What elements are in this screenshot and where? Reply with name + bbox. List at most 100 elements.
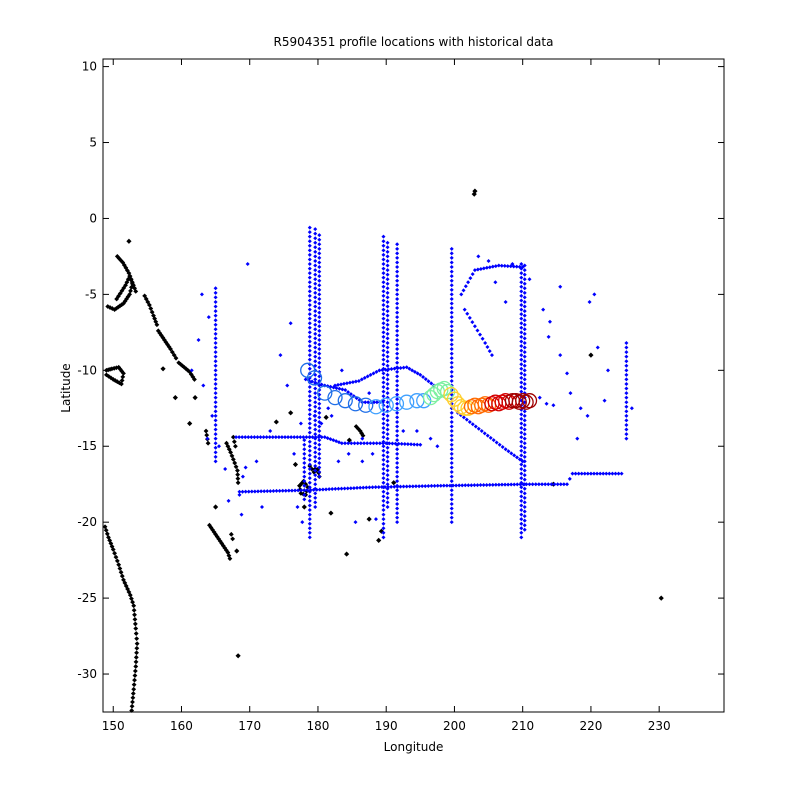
historical-profile-point bbox=[213, 432, 218, 437]
historical-profile-point bbox=[303, 377, 308, 382]
y-tick-label: 0 bbox=[89, 211, 97, 225]
historical-profile-point bbox=[624, 340, 629, 345]
historical-profile-point bbox=[381, 316, 386, 321]
historical-profile-point bbox=[385, 258, 390, 263]
historical-profile-point bbox=[317, 351, 322, 356]
historical-profile-point bbox=[428, 436, 433, 441]
x-tick-label: 190 bbox=[375, 719, 398, 733]
historical-profile-point bbox=[313, 427, 318, 432]
historical-profile-point bbox=[519, 293, 524, 298]
historical-profile-point bbox=[449, 520, 454, 525]
coastline-point bbox=[301, 504, 307, 510]
historical-profile-point bbox=[313, 313, 318, 318]
historical-profile-point bbox=[381, 284, 386, 289]
historical-profile-point bbox=[449, 410, 454, 415]
historical-profile-point bbox=[317, 456, 322, 461]
coastline-point bbox=[121, 301, 126, 306]
historical-profile-point bbox=[604, 471, 609, 476]
historical-profile-point bbox=[519, 421, 524, 426]
historical-profile-point bbox=[367, 485, 372, 490]
x-tick-label: 150 bbox=[102, 719, 125, 733]
historical-profile-point bbox=[519, 480, 524, 485]
historical-profile-point bbox=[587, 299, 592, 304]
coastline-point bbox=[160, 366, 166, 372]
historical-profile-point bbox=[381, 380, 386, 385]
y-tick-label: -25 bbox=[77, 591, 97, 605]
y-tick-label: -30 bbox=[77, 667, 97, 681]
historical-profile-point bbox=[355, 441, 360, 446]
historical-profile-point bbox=[449, 378, 454, 383]
historical-profile-point bbox=[624, 400, 629, 405]
historical-profile-point bbox=[522, 350, 527, 355]
historical-profile-point bbox=[317, 310, 322, 315]
historical-profile-point bbox=[449, 342, 454, 347]
historical-profile-point bbox=[356, 378, 361, 383]
coastline-point bbox=[171, 352, 177, 358]
historical-profile-point bbox=[313, 263, 318, 268]
historical-profile-point bbox=[381, 435, 386, 440]
historical-profile-point bbox=[395, 278, 400, 283]
historical-profile-point bbox=[258, 435, 263, 440]
historical-profile-point bbox=[449, 497, 454, 502]
historical-profile-point bbox=[307, 266, 312, 271]
historical-profile-point bbox=[449, 419, 454, 424]
coastline-point bbox=[108, 375, 114, 381]
historical-profile-point bbox=[470, 422, 475, 427]
historical-profile-point bbox=[522, 322, 527, 327]
historical-profile-point bbox=[449, 424, 454, 429]
historical-profile-point bbox=[317, 269, 322, 274]
historical-profile-point bbox=[527, 482, 532, 487]
historical-profile-point bbox=[313, 299, 318, 304]
historical-profile-point bbox=[210, 413, 215, 418]
historical-profile-point bbox=[398, 484, 403, 489]
historical-profile-point bbox=[429, 483, 434, 488]
historical-profile-point bbox=[355, 485, 360, 490]
historical-profile-point bbox=[426, 379, 431, 384]
historical-profile-point bbox=[265, 489, 270, 494]
historical-profile-point bbox=[482, 431, 487, 436]
coastline-point bbox=[131, 603, 137, 609]
historical-profile-point bbox=[307, 334, 312, 339]
historical-profile-point bbox=[313, 386, 318, 391]
historical-profile-point bbox=[449, 333, 454, 338]
coastline-point bbox=[376, 537, 382, 543]
coastline-point bbox=[235, 653, 241, 659]
historical-profile-point bbox=[313, 331, 318, 336]
coastline-point bbox=[228, 531, 234, 537]
historical-profile-point bbox=[313, 322, 318, 327]
historical-profile-point bbox=[385, 345, 390, 350]
historical-profile-point bbox=[547, 319, 552, 324]
historical-profile-point bbox=[519, 530, 524, 535]
historical-profile-point bbox=[449, 301, 454, 306]
historical-profile-point bbox=[449, 365, 454, 370]
historical-profile-point bbox=[381, 453, 386, 458]
historical-profile-point bbox=[363, 400, 368, 405]
float-profile-marker bbox=[368, 399, 384, 415]
historical-profile-point bbox=[317, 360, 322, 365]
historical-profile-point bbox=[487, 349, 492, 354]
historical-profile-point bbox=[519, 430, 524, 435]
historical-profile-point bbox=[472, 324, 477, 329]
historical-profile-point bbox=[347, 380, 352, 385]
historical-profile-point bbox=[607, 471, 612, 476]
historical-profile-point bbox=[497, 442, 502, 447]
historical-profile-point bbox=[624, 368, 629, 373]
historical-profile-point bbox=[385, 432, 390, 437]
historical-profile-point bbox=[466, 280, 471, 285]
historical-profile-point bbox=[381, 298, 386, 303]
historical-profile-point bbox=[213, 340, 218, 345]
historical-profile-point bbox=[307, 293, 312, 298]
historical-profile-point bbox=[449, 429, 454, 434]
historical-profile-point bbox=[385, 482, 390, 487]
historical-profile-point bbox=[302, 456, 307, 461]
historical-profile-point bbox=[307, 348, 312, 353]
float-profile-marker bbox=[399, 394, 415, 410]
historical-profile-point bbox=[449, 465, 454, 470]
historical-profile-point bbox=[234, 435, 239, 440]
historical-profile-point bbox=[381, 280, 386, 285]
historical-profile-point bbox=[381, 471, 386, 476]
historical-profile-point bbox=[579, 471, 584, 476]
historical-profile-point bbox=[206, 315, 211, 320]
historical-profile-point bbox=[449, 283, 454, 288]
historical-profile-point bbox=[381, 517, 386, 522]
